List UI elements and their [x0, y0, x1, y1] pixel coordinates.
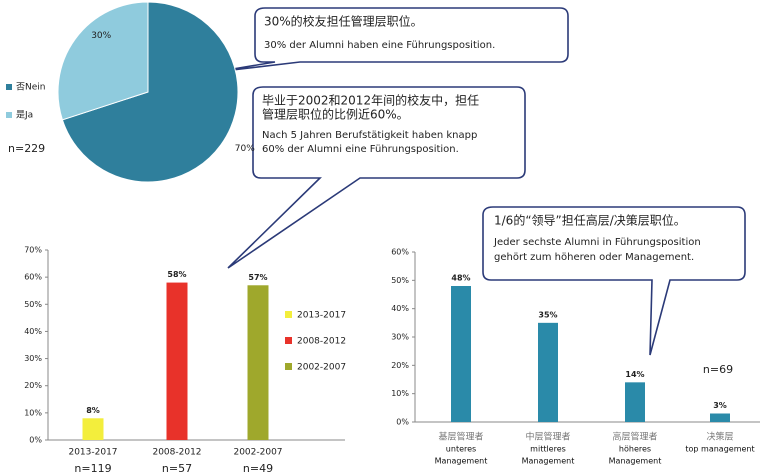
legend-label: 是Ja: [16, 110, 33, 121]
callout-text: 毕业于2002和2012年间的校友中，担任: [262, 93, 479, 108]
legend-label: 2013-2017: [297, 311, 346, 321]
callout-text: 30% der Alumni haben eine Führungspositi…: [264, 40, 495, 51]
x-tick-label: 决策层: [706, 431, 733, 443]
y-tick-label: 40%: [24, 327, 42, 336]
bar: [625, 382, 645, 422]
legend-label: 2008-2012: [297, 337, 346, 347]
callout-text: 60% der Alumni eine Führungsposition.: [262, 144, 459, 155]
y-tick-label: 70%: [24, 246, 42, 255]
callout-text: Nach 5 Jahren Berufstätigkeit haben knap…: [262, 130, 477, 141]
bar: [538, 322, 558, 422]
legend-swatch: [285, 363, 292, 370]
bar-label: 3%: [713, 401, 727, 410]
y-tick-label: 10%: [391, 389, 409, 398]
y-tick-label: 30%: [24, 354, 42, 363]
y-tick-label: 10%: [24, 408, 42, 417]
x-tick-label: 高层管理者: [612, 431, 657, 443]
bar: [710, 413, 730, 422]
callout-text: Jeder sechste Alumni in Führungsposition: [493, 237, 701, 248]
callout-box: [482, 206, 746, 356]
y-tick-label: 40%: [391, 304, 409, 313]
x-tick-label: Management: [609, 457, 662, 466]
sample-size: n=119: [74, 462, 111, 474]
y-tick-label: 30%: [391, 333, 409, 342]
callout-text: 管理层职位的比例近60%。: [262, 107, 409, 122]
callout-box: [227, 86, 526, 269]
x-tick-label: 基层管理者: [438, 431, 483, 443]
legend-label: 2002-2007: [297, 363, 346, 373]
y-tick-label: 60%: [24, 273, 42, 282]
bar: [82, 418, 104, 440]
pie-slice: [57, 1, 149, 121]
x-tick-label: mittleres: [530, 445, 566, 454]
legend-swatch: [285, 311, 292, 318]
bar: [451, 286, 471, 422]
callout-text: 1/6的“领导”担任高层/决策层职位。: [494, 213, 686, 228]
bar-label: 57%: [248, 273, 267, 282]
x-tick-label: unteres: [446, 445, 476, 454]
y-tick-label: 0%: [29, 436, 42, 445]
x-tick-label: Management: [522, 457, 575, 466]
y-tick-label: 50%: [24, 300, 42, 309]
y-tick-label: 0%: [396, 418, 409, 427]
sample-size: n=69: [703, 363, 733, 376]
x-tick-label: Management: [435, 457, 488, 466]
pie-slice: [61, 1, 239, 183]
sample-size: n=229: [8, 142, 45, 155]
bar-label: 35%: [538, 310, 557, 319]
x-tick-label: höheres: [619, 445, 651, 454]
sample-size: n=49: [243, 462, 273, 474]
slice-label: 30%: [91, 31, 111, 41]
callout-text: gehört zum höheren oder Management.: [494, 252, 694, 263]
bar: [166, 282, 188, 440]
y-tick-label: 50%: [391, 276, 409, 285]
bar-label: 48%: [451, 274, 470, 283]
legend-swatch: [6, 84, 12, 90]
x-tick-label: top management: [685, 445, 754, 454]
bar-label: 58%: [167, 270, 186, 279]
x-tick-label: 2002-2007: [233, 448, 282, 458]
x-tick-label: 中层管理者: [525, 431, 570, 443]
slice-label: 70%: [235, 144, 255, 154]
bar-label: 14%: [625, 370, 644, 379]
sample-size: n=57: [162, 462, 192, 474]
legend-swatch: [285, 337, 292, 344]
callout-box: [214, 7, 569, 73]
x-tick-label: 2008-2012: [152, 448, 201, 458]
legend-swatch: [6, 112, 12, 118]
bar: [247, 285, 269, 440]
y-tick-label: 20%: [24, 381, 42, 390]
callout-text: 30%的校友担任管理层职位。: [264, 14, 423, 29]
y-tick-label: 20%: [391, 361, 409, 370]
x-tick-label: 2013-2017: [68, 448, 117, 458]
y-tick-label: 60%: [391, 248, 409, 257]
bar-label: 8%: [86, 406, 100, 415]
legend-label: 否Nein: [16, 82, 45, 93]
